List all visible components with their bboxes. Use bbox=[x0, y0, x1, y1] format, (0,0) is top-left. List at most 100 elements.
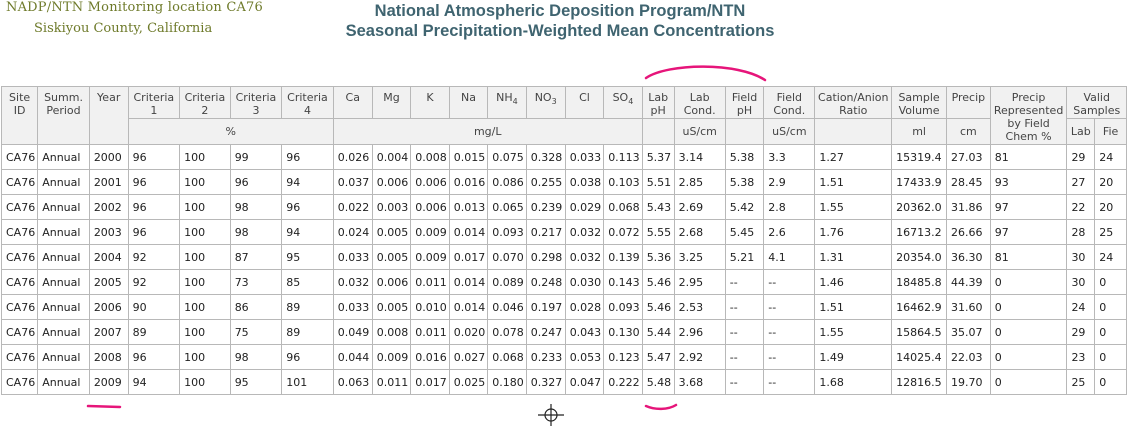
table-cell: 0.005 bbox=[371, 219, 412, 245]
table-cell: 98 bbox=[229, 344, 283, 370]
table-cell: 0.025 bbox=[448, 369, 489, 395]
table-cell: Annual bbox=[37, 244, 90, 270]
col-criteria-1: Criteria 1 bbox=[127, 86, 181, 119]
unit-field-cond: uS/cm bbox=[763, 118, 816, 145]
table-cell: 0.014 bbox=[448, 269, 489, 295]
table-cell: 0.247 bbox=[525, 319, 566, 345]
table-cell: 95 bbox=[229, 369, 283, 395]
table-cell: Annual bbox=[37, 194, 90, 220]
table-cell: -- bbox=[763, 269, 816, 295]
table-cell: 0.328 bbox=[525, 144, 566, 170]
table-cell: 0.022 bbox=[332, 194, 373, 220]
table-cell: 96 bbox=[281, 344, 334, 370]
table-cell: 0.016 bbox=[448, 169, 489, 195]
table-cell: 3.14 bbox=[673, 144, 726, 170]
col-site-id: Site ID bbox=[0, 86, 39, 145]
col-valid-samples: Valid Samples bbox=[1066, 86, 1127, 119]
table-row: CA76 Annual 2000 96 100 99 96 0.026 0.004 0.008 0.… bbox=[0, 144, 1127, 170]
table-cell: 27 bbox=[1066, 169, 1096, 195]
table-cell: 0.063 bbox=[332, 369, 373, 395]
table-cell: 94 bbox=[281, 169, 334, 195]
table-cell: 5.55 bbox=[641, 219, 675, 245]
table-cell: 0.089 bbox=[487, 269, 527, 295]
table-cell: 23 bbox=[1066, 344, 1096, 370]
col-criteria-3: Criteria 3 bbox=[229, 86, 283, 119]
table-cell: 25 bbox=[1066, 369, 1096, 395]
table-cell: 0.130 bbox=[603, 319, 643, 345]
col-nh4: NH4 bbox=[487, 86, 527, 119]
table-cell: 30 bbox=[1066, 269, 1096, 295]
table-cell: 89 bbox=[281, 319, 334, 345]
table-cell: 94 bbox=[127, 369, 181, 395]
table-cell: 0.016 bbox=[410, 344, 450, 370]
table-cell: 0.043 bbox=[564, 319, 605, 345]
table-cell: 22 bbox=[1066, 194, 1096, 220]
table-cell: 0.086 bbox=[487, 169, 527, 195]
table-cell: 0.017 bbox=[448, 244, 489, 270]
table-cell: Annual bbox=[37, 369, 90, 395]
table-cell: 0.013 bbox=[448, 194, 489, 220]
table-cell: 89 bbox=[281, 294, 334, 320]
table-cell: 92 bbox=[127, 244, 181, 270]
table-cell: 93 bbox=[989, 169, 1068, 195]
table-cell: 18485.8 bbox=[891, 269, 948, 295]
table-cell: 5.46 bbox=[641, 269, 675, 295]
table-cell: 100 bbox=[179, 144, 231, 170]
table-cell: 0.005 bbox=[371, 244, 412, 270]
col-field-ph: Field pH bbox=[724, 86, 765, 119]
table-cell: 1.49 bbox=[814, 344, 893, 370]
table-cell: 97 bbox=[989, 219, 1068, 245]
table-cell: 75 bbox=[229, 319, 283, 345]
table-cell: 0 bbox=[989, 369, 1068, 395]
table-cell: 3.3 bbox=[763, 144, 816, 170]
table-cell: 29 bbox=[1066, 144, 1096, 170]
table-cell: 17433.9 bbox=[891, 169, 948, 195]
table-cell: 16462.9 bbox=[891, 294, 948, 320]
table-cell: 2.96 bbox=[673, 319, 726, 345]
table-cell: 99 bbox=[229, 144, 283, 170]
table-cell: 5.38 bbox=[724, 144, 765, 170]
table-cell: 0.014 bbox=[448, 294, 489, 320]
table-cell: -- bbox=[724, 294, 765, 320]
table-cell: 101 bbox=[281, 369, 334, 395]
table-cell: 100 bbox=[179, 344, 231, 370]
table-cell: 0.006 bbox=[371, 269, 412, 295]
table-cell: 81 bbox=[989, 144, 1068, 170]
table-cell: 0.032 bbox=[332, 269, 373, 295]
col-precip: Precip bbox=[946, 86, 991, 119]
table-cell: Annual bbox=[37, 144, 90, 170]
table-row: CA76 Annual 2003 96 100 98 94 0.024 0.005 0.009 0.… bbox=[0, 219, 1127, 245]
table-cell: 0.032 bbox=[564, 244, 605, 270]
underline-ph-annotation bbox=[644, 403, 678, 411]
table-cell: 0.010 bbox=[410, 294, 450, 320]
table-cell: 5.46 bbox=[641, 294, 675, 320]
table-cell: 15864.5 bbox=[891, 319, 948, 345]
col-lab-cond: Lab Cond. bbox=[673, 86, 726, 119]
table-cell: 100 bbox=[179, 294, 231, 320]
table-cell: CA76 bbox=[0, 194, 39, 220]
table-cell: 0.093 bbox=[487, 219, 527, 245]
table-cell: 100 bbox=[179, 169, 231, 195]
table-cell: 0.030 bbox=[564, 269, 605, 295]
table-cell: 98 bbox=[229, 219, 283, 245]
col-cation-anion: Cation/Anion Ratio bbox=[814, 86, 893, 119]
table-cell: 98 bbox=[229, 194, 283, 220]
table-cell: 0 bbox=[1094, 369, 1127, 395]
table-cell: 0.011 bbox=[410, 319, 450, 345]
table-cell: 0 bbox=[989, 344, 1068, 370]
table-cell: 0 bbox=[1094, 294, 1127, 320]
table-cell: 15319.4 bbox=[891, 144, 948, 170]
table-cell: 0.075 bbox=[487, 144, 527, 170]
table-cell: 35.07 bbox=[946, 319, 991, 345]
table-cell: 0.004 bbox=[371, 144, 412, 170]
table-cell: 28 bbox=[1066, 219, 1096, 245]
col-year: Year bbox=[88, 86, 129, 145]
unit-volume: ml bbox=[891, 118, 948, 145]
table-cell: 25 bbox=[1094, 219, 1127, 245]
col-field-cond: Field Cond. bbox=[763, 86, 816, 119]
table-cell: 0.044 bbox=[332, 344, 373, 370]
table-cell: 0.009 bbox=[371, 344, 412, 370]
table-cell: 100 bbox=[179, 269, 231, 295]
table-cell: 0.103 bbox=[603, 169, 643, 195]
table-cell: 96 bbox=[127, 144, 181, 170]
